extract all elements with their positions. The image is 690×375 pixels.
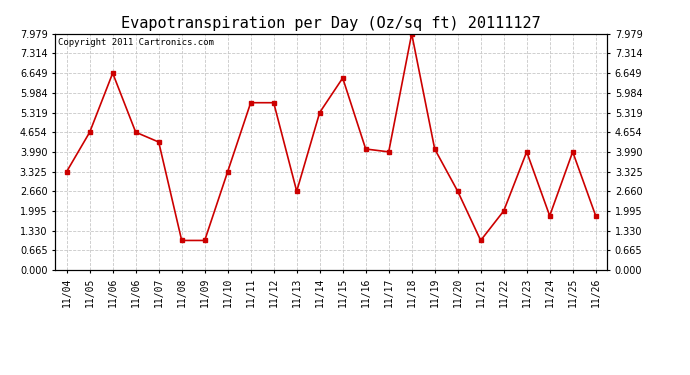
Title: Evapotranspiration per Day (Oz/sq ft) 20111127: Evapotranspiration per Day (Oz/sq ft) 20…: [121, 16, 541, 31]
Text: Copyright 2011 Cartronics.com: Copyright 2011 Cartronics.com: [58, 39, 214, 48]
